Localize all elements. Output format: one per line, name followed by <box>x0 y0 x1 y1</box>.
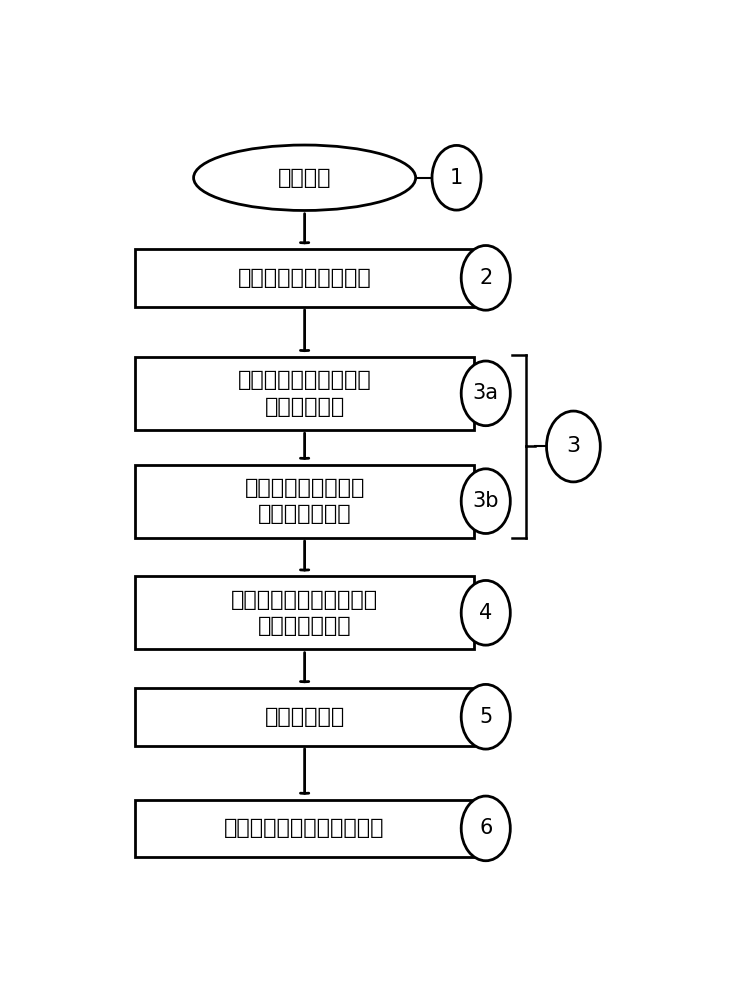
Circle shape <box>461 469 510 533</box>
Circle shape <box>461 796 510 861</box>
Circle shape <box>461 361 510 426</box>
Text: 2: 2 <box>479 268 492 288</box>
Text: 3: 3 <box>566 436 581 456</box>
Text: 1: 1 <box>450 168 463 188</box>
FancyBboxPatch shape <box>135 465 474 538</box>
FancyBboxPatch shape <box>135 800 474 857</box>
Circle shape <box>461 246 510 310</box>
Text: 3a: 3a <box>473 383 498 403</box>
Text: 3b: 3b <box>473 491 499 511</box>
FancyBboxPatch shape <box>135 357 474 430</box>
Text: 通过装配头检取吸移管: 通过装配头检取吸移管 <box>238 268 372 288</box>
Circle shape <box>461 684 510 749</box>
Circle shape <box>547 411 600 482</box>
Text: 启动步骤: 启动步骤 <box>278 168 331 188</box>
Ellipse shape <box>194 145 415 210</box>
Text: 5: 5 <box>479 707 492 727</box>
Circle shape <box>432 145 481 210</box>
Text: 将测定的吸移管类型继续
传输至控制装置: 将测定的吸移管类型继续 传输至控制装置 <box>231 590 379 636</box>
Text: 存储吸移管类型和位置信息: 存储吸移管类型和位置信息 <box>225 818 385 838</box>
Text: 可选的：对吸移管类型
进行预先分类: 可选的：对吸移管类型 进行预先分类 <box>238 370 372 417</box>
Text: 使吸移管复位: 使吸移管复位 <box>265 707 345 727</box>
Circle shape <box>461 580 510 645</box>
Text: 借助于图像处理系统
确定吸移管类型: 借助于图像处理系统 确定吸移管类型 <box>244 478 365 524</box>
FancyBboxPatch shape <box>135 688 474 746</box>
Text: 6: 6 <box>479 818 492 838</box>
FancyBboxPatch shape <box>135 576 474 649</box>
Text: 4: 4 <box>479 603 492 623</box>
FancyBboxPatch shape <box>135 249 474 307</box>
